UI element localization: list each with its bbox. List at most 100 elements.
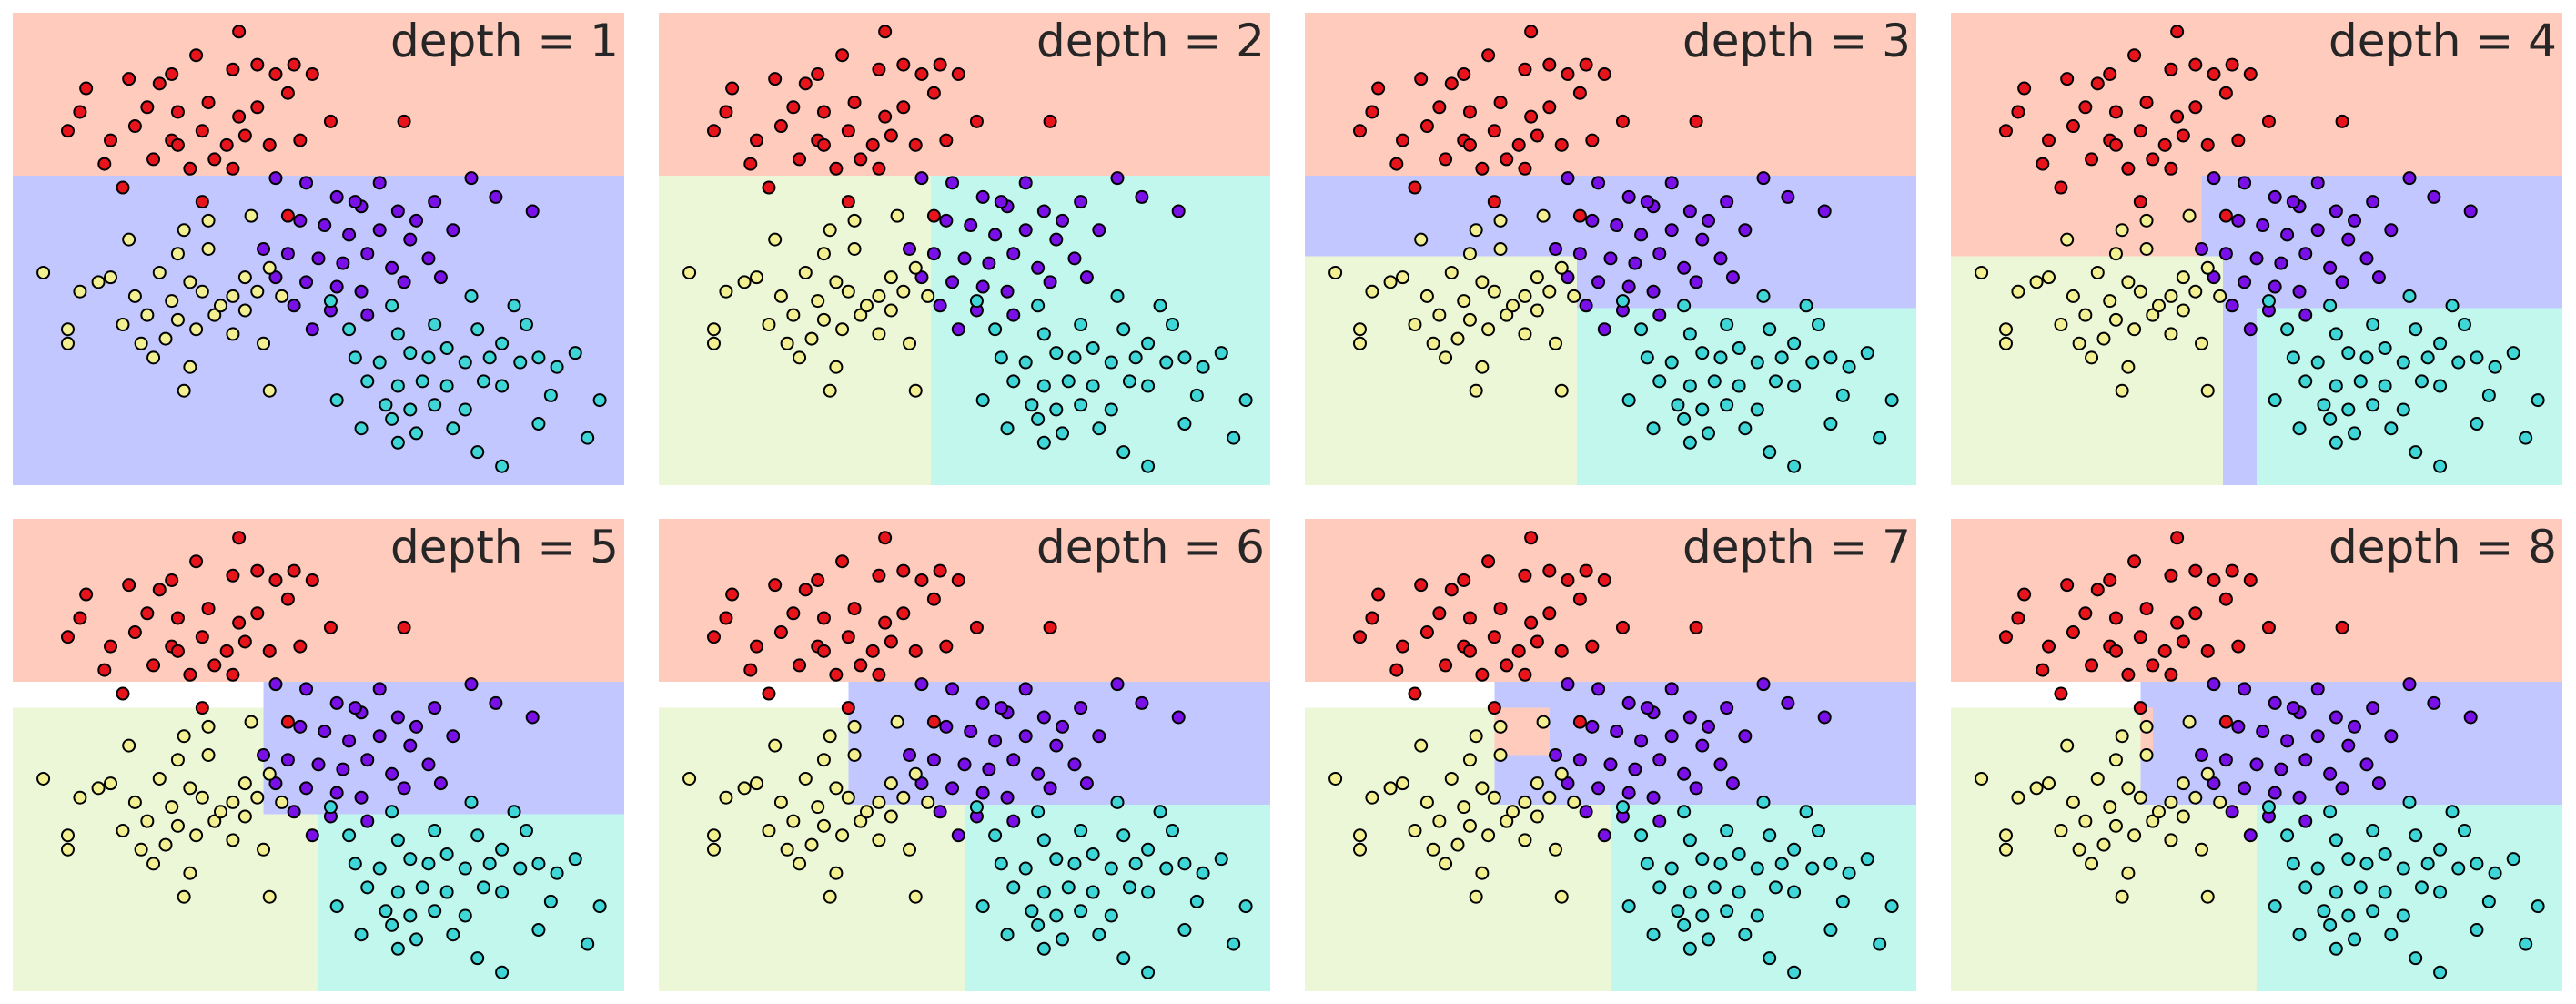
data-point-cyan: [1122, 374, 1136, 389]
data-point-cyan: [969, 294, 984, 309]
data-point-yellow: [1481, 828, 1496, 843]
data-point-red: [226, 161, 240, 176]
data-point-red: [1365, 611, 1379, 625]
data-point-yellow: [2085, 857, 2099, 871]
data-point-purple: [2402, 677, 2417, 692]
data-point-purple: [329, 279, 344, 294]
data-point-purple: [2310, 223, 2325, 238]
data-point-red: [1518, 568, 1532, 583]
data-point-cyan: [1036, 833, 1051, 847]
data-point-cyan: [1104, 355, 1118, 370]
data-point-yellow: [1352, 828, 1367, 843]
data-point-red: [2133, 195, 2147, 209]
data-point-cyan: [1086, 885, 1100, 899]
data-point-red: [816, 105, 831, 119]
data-point-purple: [354, 790, 369, 805]
data-point-red: [237, 128, 252, 143]
data-point-cyan: [1049, 908, 1064, 923]
data-point-purple: [2231, 213, 2246, 228]
data-point-red: [2133, 701, 2147, 715]
data-point-purple: [257, 242, 271, 256]
data-point-red: [816, 644, 831, 658]
data-point-yellow: [2164, 289, 2178, 303]
data-point-yellow: [1426, 336, 1440, 350]
data-point-yellow: [682, 265, 697, 279]
data-point-yellow: [158, 837, 173, 852]
data-point-yellow: [847, 242, 862, 256]
data-point-yellow: [244, 715, 258, 729]
data-point-red: [2121, 667, 2136, 682]
data-point-red: [896, 57, 911, 72]
data-point-red: [397, 114, 411, 128]
data-point-red: [2146, 658, 2160, 673]
data-point-yellow: [2108, 247, 2123, 261]
data-point-red: [884, 128, 898, 143]
data-point-purple: [1720, 195, 1734, 209]
decision-region-yellow: [1305, 707, 1495, 991]
data-point-purple: [951, 828, 965, 843]
data-point-yellow: [1530, 303, 1544, 318]
data-point-purple: [951, 322, 965, 337]
data-point-purple: [2323, 260, 2338, 275]
data-point-red: [1542, 57, 1557, 72]
data-point-cyan: [390, 833, 405, 847]
data-point-yellow: [1975, 771, 1989, 786]
data-point-red: [1530, 634, 1544, 649]
data-point-red: [268, 66, 283, 81]
data-point-red: [847, 602, 862, 616]
data-point-yellow: [2213, 289, 2227, 303]
data-point-yellow: [1444, 265, 1459, 279]
data-point-red: [2164, 568, 2178, 583]
chart-panel-7: depth = 7: [1305, 519, 1916, 991]
data-point-yellow: [1352, 336, 1367, 350]
data-point-cyan: [975, 899, 990, 914]
data-point-cyan: [507, 805, 521, 819]
data-point-yellow: [2108, 312, 2123, 327]
data-point-cyan: [1615, 294, 1630, 309]
data-point-red: [743, 663, 758, 677]
data-point-red: [1371, 587, 1386, 602]
data-point-yellow: [250, 790, 265, 805]
data-point-purple: [982, 256, 996, 270]
panel-title: depth = 7: [1682, 521, 1911, 573]
data-point-yellow: [1500, 308, 1514, 322]
data-point-yellow: [2121, 781, 2136, 796]
data-point-red: [127, 625, 142, 640]
data-point-purple: [1677, 766, 1692, 781]
data-point-purple: [2310, 729, 2325, 744]
data-point-cyan: [975, 393, 990, 408]
data-point-cyan: [1128, 857, 1143, 871]
data-point-cyan: [1787, 885, 1802, 899]
data-point-cyan: [1842, 360, 1856, 374]
data-point-red: [1432, 100, 1447, 115]
data-point-yellow: [1475, 360, 1490, 374]
data-point-red: [2042, 639, 2056, 654]
data-point-red: [2066, 625, 2080, 640]
data-point-cyan: [1036, 327, 1051, 341]
data-point-purple: [1036, 204, 1051, 218]
data-point-cyan: [342, 322, 357, 337]
data-point-cyan: [1177, 350, 1192, 365]
data-point-cyan: [1774, 857, 1789, 871]
data-point-purple: [1018, 682, 1033, 696]
data-point-yellow: [2164, 795, 2178, 809]
data-point-yellow: [127, 289, 142, 303]
data-point-purple: [2384, 729, 2399, 744]
data-point-yellow: [73, 790, 87, 805]
data-point-cyan: [2481, 388, 2496, 402]
data-point-yellow: [1365, 790, 1379, 805]
data-point-red: [2164, 161, 2178, 176]
data-point-red: [719, 105, 733, 119]
data-point-yellow: [719, 790, 733, 805]
data-point-cyan: [1768, 880, 1783, 895]
data-point-cyan: [1695, 402, 1710, 417]
data-point-cyan: [2396, 355, 2410, 370]
data-point-cyan: [1805, 355, 1820, 370]
data-point-red: [2127, 48, 2142, 63]
data-point-red: [1487, 630, 1501, 644]
decision-region-cyan: [318, 814, 624, 991]
data-point-purple: [1621, 786, 1636, 800]
data-point-purple: [1031, 766, 1046, 781]
data-point-yellow: [2078, 814, 2093, 828]
data-point-yellow: [152, 265, 167, 279]
